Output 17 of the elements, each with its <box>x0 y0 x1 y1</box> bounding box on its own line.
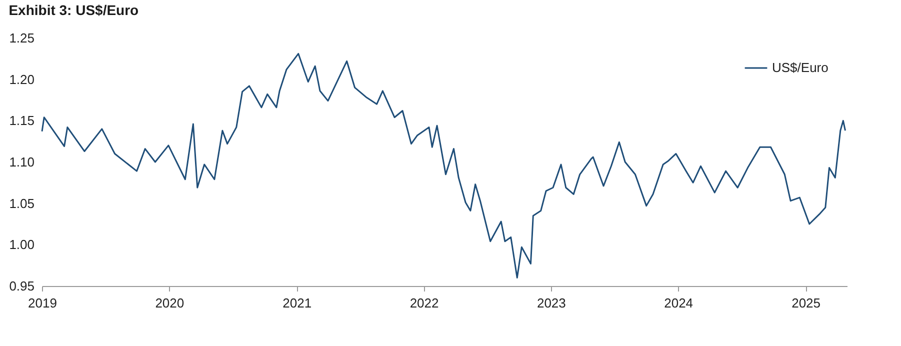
y-tick-label: 1.20 <box>9 72 34 87</box>
y-tick-label: 0.95 <box>9 278 34 294</box>
x-tick-label: 2023 <box>536 296 566 310</box>
x-tick-label: 2021 <box>282 296 312 310</box>
chart-title: Exhibit 3: US$/Euro <box>8 2 139 18</box>
x-tick-label: 2020 <box>155 296 184 310</box>
y-tick-label: 1.00 <box>9 237 34 252</box>
x-tick-label: 2024 <box>664 296 694 310</box>
x-tick-label: 2022 <box>410 296 439 310</box>
y-tick-label: 1.05 <box>9 196 34 211</box>
x-tick-label: 2025 <box>792 296 821 310</box>
x-tick-label: 2019 <box>28 296 57 310</box>
y-tick-label: 1.15 <box>9 113 34 128</box>
y-tick-label: 1.25 <box>9 30 34 46</box>
y-tick-label: 1.10 <box>9 154 34 170</box>
line-series <box>41 52 846 278</box>
legend-label: US$/Euro <box>772 60 828 75</box>
